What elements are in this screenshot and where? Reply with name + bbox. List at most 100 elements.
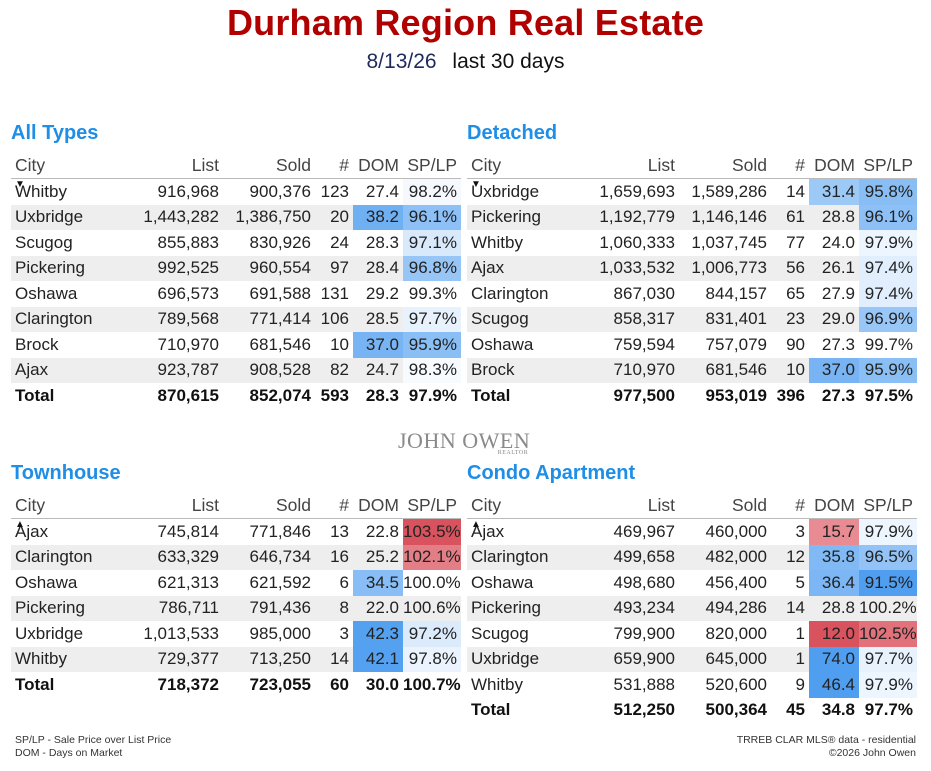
cell-dom: 28.8 (809, 595, 859, 621)
column-header-list[interactable]: List (587, 488, 679, 519)
column-header-sold[interactable]: Sold (223, 148, 315, 179)
table-row[interactable]: Scugog 799,900 820,000 1 12.0 102.5% (467, 621, 917, 647)
cell-city: Oshawa (471, 572, 534, 592)
header-row: City ▼ List Sold # DOM SP/LP (467, 148, 917, 190)
table-row[interactable]: Scugog 855,883 830,926 24 28.3 97.1% (11, 230, 461, 256)
table-row[interactable]: Scugog 858,317 831,401 23 29.0 96.9% (467, 306, 917, 332)
column-header-dom[interactable]: DOM (809, 488, 859, 519)
column-header-list[interactable]: List (131, 488, 223, 519)
cell-sold: 985,000 (249, 623, 311, 643)
table-row[interactable]: Pickering 786,711 791,436 8 22.0 100.6% (11, 595, 461, 621)
column-header-city[interactable]: City ▼ (11, 148, 131, 190)
cell-dom: 27.3 (821, 334, 855, 354)
column-header-label: # (339, 155, 349, 175)
column-header-count[interactable]: # (771, 148, 809, 179)
cell-splp: 99.3% (408, 283, 457, 303)
column-header-city[interactable]: City ▲ (467, 488, 587, 530)
cell-dom: 28.3 (365, 232, 399, 252)
total-row: Total 718,372 723,055 60 30.0 100.7% (11, 672, 461, 697)
cell-splp: 95.8% (859, 178, 917, 205)
panel-townhouse: Townhouse City ▲ List Sold # DOM SP/LP Ajax 745,8… (11, 458, 461, 697)
column-header-sold[interactable]: Sold (679, 488, 771, 519)
column-header-label: City (15, 495, 46, 515)
table-row[interactable]: Uxbridge 659,900 645,000 1 74.0 97.7% (467, 646, 917, 672)
table-row[interactable]: Ajax 469,967 460,000 3 15.7 97.9% (467, 518, 917, 545)
table-row[interactable]: Ajax 745,814 771,846 13 22.8 103.5% (11, 518, 461, 545)
cell-list: 1,013,533 (143, 623, 219, 643)
cell-list: 729,377 (131, 646, 223, 672)
table-row[interactable]: Clarington 789,568 771,414 106 28.5 97.7% (11, 306, 461, 332)
column-header-count[interactable]: # (315, 488, 353, 519)
cell-sold: 791,436 (223, 595, 315, 621)
sort-ascending-icon[interactable]: ▲ (15, 519, 25, 530)
cell-count: 5 (795, 572, 805, 592)
table-row[interactable]: Oshawa 498,680 456,400 5 36.4 91.5% (467, 570, 917, 596)
sort-ascending-icon[interactable]: ▲ (471, 519, 481, 530)
table-row[interactable]: Oshawa 759,594 757,079 90 27.3 99.7% (467, 332, 917, 358)
table-row[interactable]: Whitby 916,968 900,376 123 27.4 98.2% (11, 178, 461, 205)
cell-list: 1,060,333 (599, 232, 675, 252)
column-header-splp[interactable]: SP/LP (403, 148, 461, 179)
table-row[interactable]: Uxbridge 1,659,693 1,589,286 14 31.4 95.8% (467, 178, 917, 205)
cell-city: Scugog (15, 232, 73, 252)
column-header-dom[interactable]: DOM (809, 148, 859, 179)
table-row[interactable]: Brock 710,970 681,546 10 37.0 95.9% (11, 332, 461, 358)
table-row[interactable]: Brock 710,970 681,546 10 37.0 95.9% (467, 357, 917, 383)
table-row[interactable]: Uxbridge 1,013,533 985,000 3 42.3 97.2% (11, 621, 461, 647)
column-header-list[interactable]: List (131, 148, 223, 179)
column-header-splp[interactable]: SP/LP (859, 488, 917, 519)
column-header-city[interactable]: City ▲ (11, 488, 131, 530)
total-dom: 34.8 (821, 700, 855, 719)
cell-count: 14 (771, 595, 809, 621)
cell-splp: 97.1% (403, 230, 461, 256)
header-row: City ▲ List Sold # DOM SP/LP (467, 488, 917, 530)
column-header-count[interactable]: # (315, 148, 353, 179)
cell-count: 65 (786, 283, 805, 303)
column-header-city[interactable]: City ▼ (467, 148, 587, 190)
table-row[interactable]: Ajax 1,033,532 1,006,773 56 26.1 97.4% (467, 255, 917, 281)
column-header-sold[interactable]: Sold (679, 148, 771, 179)
table-row[interactable]: Whitby 729,377 713,250 14 42.1 97.8% (11, 646, 461, 672)
table-row[interactable]: Pickering 1,192,779 1,146,146 61 28.8 96.1% (467, 204, 917, 230)
table-row[interactable]: Clarington 499,658 482,000 12 35.8 96.5% (467, 544, 917, 570)
cell-dom: 15.7 (809, 518, 859, 545)
cell-sold: 771,846 (249, 521, 311, 541)
data-table: City ▲ List Sold # DOM SP/LP Ajax 745,814 771,846… (11, 488, 461, 697)
sort-descending-icon[interactable]: ▼ (471, 179, 481, 190)
column-header-splp[interactable]: SP/LP (859, 148, 917, 179)
table-row[interactable]: Oshawa 696,573 691,588 131 29.2 99.3% (11, 281, 461, 307)
cell-splp: 96.8% (403, 255, 461, 281)
cell-sold: 820,000 (705, 623, 767, 643)
table-row[interactable]: Oshawa 621,313 621,592 6 34.5 100.0% (11, 570, 461, 596)
cell-sold: 691,588 (249, 283, 311, 303)
column-header-splp[interactable]: SP/LP (403, 488, 461, 519)
sort-descending-icon[interactable]: ▼ (15, 179, 25, 190)
total-city: Total (471, 385, 511, 405)
column-header-sold[interactable]: Sold (223, 488, 315, 519)
total-city: Total (15, 674, 55, 694)
table-row[interactable]: Pickering 493,234 494,286 14 28.8 100.2% (467, 595, 917, 621)
column-header-list[interactable]: List (587, 148, 679, 179)
cell-dom: 29.2 (365, 283, 399, 303)
cell-dom: 34.5 (353, 570, 403, 596)
table-row[interactable]: Whitby 531,888 520,600 9 46.4 97.9% (467, 672, 917, 698)
cell-list: 493,234 (587, 595, 679, 621)
column-header-count[interactable]: # (771, 488, 809, 519)
column-header-dom[interactable]: DOM (353, 148, 403, 179)
cell-dom: 12.0 (809, 621, 859, 647)
cell-city: Brock (15, 334, 59, 354)
column-header-dom[interactable]: DOM (353, 488, 403, 519)
cell-count: 13 (330, 521, 349, 541)
cell-list: 858,317 (587, 306, 679, 332)
table-row[interactable]: Ajax 923,787 908,528 82 24.7 98.3% (11, 357, 461, 383)
table-row[interactable]: Clarington 633,329 646,734 16 25.2 102.1% (11, 544, 461, 570)
table-row[interactable]: Uxbridge 1,443,282 1,386,750 20 38.2 96.1% (11, 204, 461, 230)
data-table: City ▼ List Sold # DOM SP/LP Uxbridge 1,659,693 1… (467, 148, 917, 408)
table-row[interactable]: Clarington 867,030 844,157 65 27.9 97.4% (467, 281, 917, 307)
table-row[interactable]: Whitby 1,060,333 1,037,745 77 24.0 97.9% (467, 230, 917, 256)
cell-splp: 96.1% (859, 204, 917, 230)
table-row[interactable]: Pickering 992,525 960,554 97 28.4 96.8% (11, 255, 461, 281)
page-subtitle: 8/13/26 last 30 days (0, 50, 931, 74)
cell-list: 499,658 (587, 544, 679, 570)
cell-sold: 645,000 (679, 646, 771, 672)
